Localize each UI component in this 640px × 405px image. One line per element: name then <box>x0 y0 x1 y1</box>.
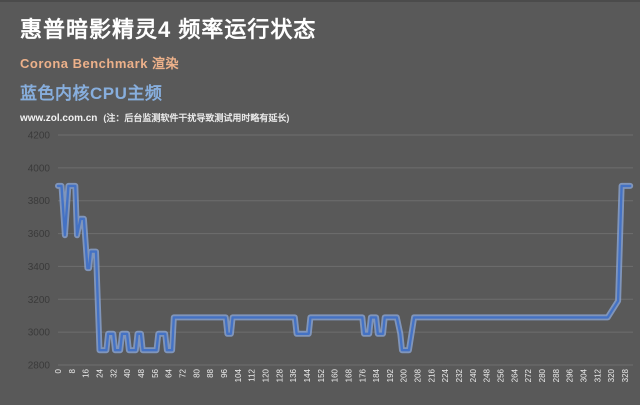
y-tick-label: 4000 <box>28 163 51 174</box>
x-tick-label: 264 <box>510 368 519 382</box>
x-tick-label: 120 <box>261 368 270 382</box>
x-tick-label: 64 <box>165 368 174 377</box>
x-tick-label: 184 <box>372 368 381 382</box>
x-tick-label: 216 <box>427 368 436 382</box>
x-tick-label: 192 <box>386 368 395 382</box>
y-tick-label: 2800 <box>28 361 51 372</box>
x-tick-label: 288 <box>552 368 561 382</box>
y-tick-label: 3600 <box>28 229 51 240</box>
x-tick-label: 176 <box>358 368 367 382</box>
test-note: (注：后台监测软件干扰导致测试用时略有延长) <box>103 113 290 123</box>
x-tick-label: 112 <box>248 368 257 381</box>
x-tick-label: 200 <box>400 368 409 382</box>
x-tick-label: 72 <box>178 368 187 377</box>
x-tick-label: 40 <box>123 368 132 377</box>
x-tick-label: 248 <box>483 368 492 382</box>
y-tick-label: 3200 <box>28 295 51 306</box>
x-tick-label: 104 <box>234 368 243 382</box>
x-tick-label: 144 <box>303 368 312 382</box>
x-tick-label: 168 <box>344 368 353 382</box>
x-tick-label: 128 <box>275 368 284 382</box>
x-tick-label: 88 <box>206 368 215 377</box>
x-tick-label: 24 <box>95 368 104 377</box>
chart-header: 惠普暗影精灵4 频率运行状态 Corona Benchmark 渲染 蓝色内核C… <box>20 12 316 124</box>
benchmark-subtitle: Corona Benchmark 渲染 <box>20 56 180 71</box>
x-tick-label: 152 <box>317 368 326 382</box>
page-title: 惠普暗影精灵4 频率运行状态 <box>20 17 317 42</box>
x-tick-label: 312 <box>593 368 602 382</box>
x-tick-label: 56 <box>151 368 160 377</box>
gridlines <box>58 134 633 366</box>
cpu-frequency-line-halo <box>55 182 634 354</box>
x-tick-label: 240 <box>469 368 478 382</box>
y-tick-label: 3000 <box>28 328 51 339</box>
x-tick-label: 304 <box>580 368 589 382</box>
x-tick-label: 80 <box>192 368 201 377</box>
x-tick-label: 328 <box>621 368 630 382</box>
x-tick-label: 32 <box>109 368 118 377</box>
x-tick-label: 16 <box>82 368 91 377</box>
y-axis-labels: 2800 3000 3200 3400 3600 3800 4000 4200 <box>28 131 51 372</box>
x-tick-label: 208 <box>414 368 423 382</box>
x-tick-label: 160 <box>331 368 340 382</box>
series-legend-label: 蓝色内核CPU主频 <box>20 84 163 103</box>
y-tick-label: 3400 <box>28 262 51 273</box>
x-tick-label: 296 <box>566 368 575 382</box>
cpu-frequency-line <box>56 184 632 352</box>
source-url: www.zol.com.cn <box>20 113 98 124</box>
y-tick-label: 3800 <box>28 196 51 207</box>
x-tick-label: 320 <box>607 368 616 382</box>
x-tick-label: 96 <box>220 368 229 377</box>
x-tick-label: 224 <box>441 368 450 382</box>
x-tick-label: 48 <box>137 368 146 377</box>
y-tick-label: 4200 <box>28 131 51 142</box>
x-tick-label: 280 <box>538 368 547 382</box>
x-tick-label: 136 <box>289 368 298 382</box>
x-tick-label: 0 <box>54 368 63 373</box>
x-axis-labels: 0 8 16 24 32 40 48 56 64 72 80 88 96 104 112 120 128 136 1… <box>54 368 630 382</box>
x-tick-label: 232 <box>455 368 464 382</box>
x-tick-label: 272 <box>524 368 533 382</box>
x-tick-label: 256 <box>497 368 506 382</box>
x-tick-label: 8 <box>68 368 77 373</box>
source-line: www.zol.com.cn (注：后台监测软件干扰导致测试用时略有延长) <box>20 111 316 124</box>
